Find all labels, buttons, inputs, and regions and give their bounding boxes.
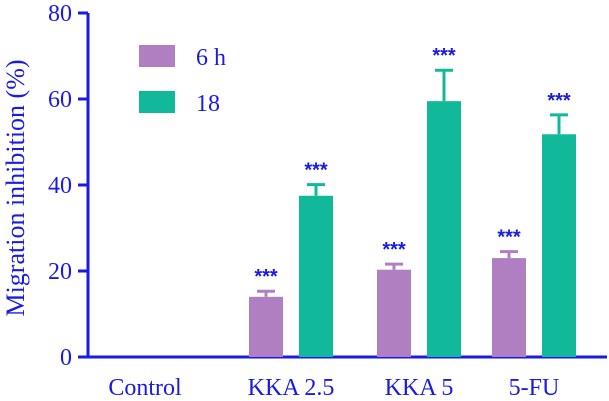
bar-s2 <box>542 134 576 357</box>
axes: 0 20 40 60 80 Control KKA 2.5 KKA 5 5-FU <box>48 1 607 401</box>
bars: *** *** *** *** *** *** <box>249 45 576 358</box>
bar-s1 <box>492 258 526 357</box>
significance-label: *** <box>432 45 456 67</box>
x-tick-label: KKA 5 <box>385 375 454 401</box>
legend-swatch <box>139 91 175 113</box>
significance-label: *** <box>254 266 278 288</box>
y-axis-label: Migration inhibition (%) <box>1 59 30 316</box>
x-tick-label: Control <box>108 375 182 401</box>
x-tick-label: KKA 2.5 <box>248 375 335 401</box>
legend-swatch <box>139 45 175 67</box>
bar-s2 <box>299 195 333 357</box>
legend-label: 18 <box>196 91 220 117</box>
significance-label: *** <box>547 90 571 112</box>
legend: 6 h 18 <box>139 45 226 117</box>
significance-label: *** <box>497 227 521 249</box>
bar-s2 <box>427 101 461 358</box>
y-tick-label: 40 <box>48 173 72 199</box>
y-tick-label: 20 <box>48 259 72 285</box>
y-tick-label: 0 <box>60 345 72 371</box>
y-tick-label: 60 <box>48 87 72 113</box>
bar-s1 <box>377 269 411 357</box>
legend-label: 6 h <box>196 45 226 71</box>
x-tick-label: 5-FU <box>509 375 560 401</box>
bar-s1 <box>249 296 283 357</box>
y-tick-label: 80 <box>48 1 72 27</box>
significance-label: *** <box>304 160 328 182</box>
significance-label: *** <box>382 239 406 261</box>
